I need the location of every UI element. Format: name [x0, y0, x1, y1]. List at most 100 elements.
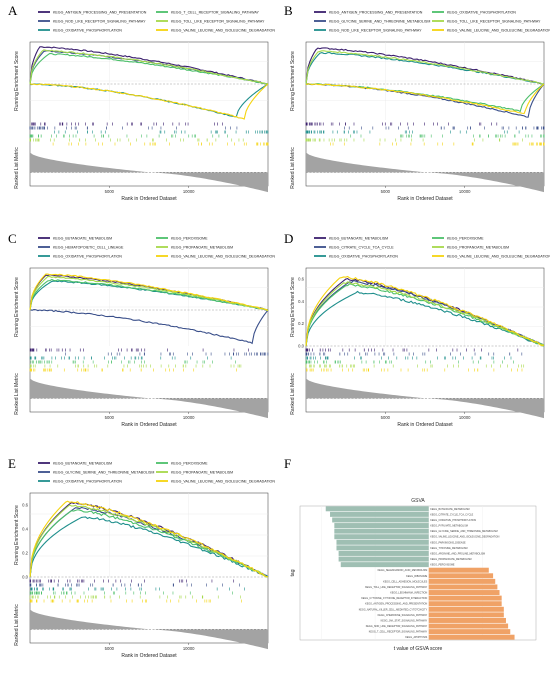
- gsva-bar-label: KEGG_NATURAL_KILLER_CELL_MEDIATED_CYTOTO…: [359, 608, 428, 611]
- panel-label: A: [8, 3, 18, 18]
- x-axis-label: Rank in Ordered Dataset: [121, 196, 177, 202]
- gsva-bar: [428, 573, 494, 579]
- y-axis-label: Running Enrichment Score: [290, 51, 296, 111]
- y-tick-label: 0.4: [298, 299, 304, 304]
- gsva-bar-label: KEGG_LEISHMANIA_INFECTION: [390, 592, 427, 595]
- y2-axis-label: Ranked List Metric: [14, 604, 20, 646]
- gsva-bar: [428, 612, 504, 618]
- gsva-bar: [428, 623, 509, 629]
- gsva-bar-label: KEGG_TYROSINE_METABOLISM: [430, 547, 467, 550]
- gsva-bar: [428, 606, 504, 612]
- x-axis-label: Rank in Ordered Dataset: [121, 422, 177, 428]
- legend-entry: KEGG_OXIDATIVE_PHOSPHORYLATION: [53, 254, 122, 258]
- gsva-bar: [325, 506, 429, 512]
- x-tick-label: 5000: [105, 189, 115, 194]
- gsva-bar: [428, 617, 506, 623]
- legend-entry: KEGG_VALINE_LEUCINE_AND_ISOLEUCINE_DEGRA…: [171, 254, 275, 258]
- legend-entry: KEGG_BUTANOATE_METABOLISM: [329, 236, 388, 240]
- plot-frame: [305, 41, 545, 187]
- x-axis-label: Rank in Ordered Dataset: [397, 196, 453, 202]
- gsva-bar: [332, 517, 429, 523]
- panel-label: B: [284, 3, 293, 18]
- es-curve: [305, 290, 545, 347]
- y-axis-label: Running Enrichment Score: [14, 51, 20, 111]
- gsva-bar: [334, 528, 429, 534]
- panel-label: E: [8, 456, 16, 471]
- gsva-bar-label: KEGG_JAK_STAT_SIGNALING_PATHWAY: [381, 619, 428, 622]
- y-tick-label: 0.6: [22, 502, 28, 507]
- gsva-bar-label: KEGG_CYTOKINE_CYTOKINE_RECEPTOR_INTERACT…: [361, 597, 427, 600]
- x-tick-label: 10000: [183, 189, 195, 194]
- gsva-panel: F GSVA KEGG_BUTANOATE_METABOLISM KEGG_CITRA…: [284, 456, 537, 652]
- es-curve: [29, 52, 269, 86]
- es-curve: [305, 83, 545, 115]
- y2-axis-label: Ranked List Metric: [14, 373, 20, 415]
- gsva-bar: [428, 595, 502, 601]
- x-tick-label: 5000: [381, 189, 391, 194]
- gsva-bar-label: KEGG_CHEMOKINE_SIGNALING_PATHWAY: [378, 614, 428, 617]
- x-tick-label: 5000: [105, 646, 115, 651]
- es-curve: [305, 275, 545, 347]
- panel-label: F: [284, 456, 291, 471]
- gsva-bar-label: KEGG_CITRATE_CYCLE_TCA_CYCLE: [430, 513, 473, 516]
- y-tick-label: 0.6: [298, 277, 304, 282]
- gsva-bar: [428, 578, 496, 584]
- gsva-bar-label: KEGG_ANTIGEN_PROCESSING_AND_PRESENTATION: [365, 603, 427, 606]
- legend-entry: KEGG_HEMATOPOIETIC_CELL_LINEAGE: [53, 245, 124, 249]
- gsva-bar: [334, 534, 429, 540]
- gsva-bar-label: KEGG_CELL_ADHESION_MOLECULES: [383, 580, 428, 583]
- plot-frame: [29, 492, 269, 644]
- y-tick-label: 0.0: [22, 574, 28, 579]
- legend-entry: KEGG_PEROXISOME: [171, 236, 208, 240]
- gsva-bar-label: KEGG_GLYCINE_SERINE_AND_THREONINE_METABO…: [430, 530, 497, 533]
- y-axis-label: tag: [290, 569, 296, 576]
- y-axis-label: Running Enrichment Score: [14, 277, 20, 337]
- gsva-bar-label: KEGG_PYRUVATE_METABOLISM: [430, 525, 468, 528]
- legend-entry: KEGG_PEROXISOME: [171, 461, 208, 465]
- gsva-bar-label: KEGG_OXIDATIVE_PHOSPHORYLATION: [430, 519, 476, 522]
- legend-entry: KEGG_BUTANOATE_METABOLISM: [53, 461, 112, 465]
- x-tick-label: 10000: [183, 646, 195, 651]
- es-curve: [29, 49, 269, 85]
- gsva-bar: [428, 601, 502, 607]
- legend-entry: KEGG_VALINE_LEUCINE_AND_ISOLEUCINE_DEGRA…: [447, 28, 550, 32]
- gsva-bar-label: KEGG_SELENOAMINO_ACID_METABOLISM: [378, 569, 428, 572]
- x-axis-label: t value of GSVA score: [394, 646, 443, 652]
- gsea-panel-b: B KEGG_ANTIGEN_PROCESSING_AND_PRESENTATIO…: [284, 3, 550, 202]
- gsea-panel-e: E KEGG_BUTANOATE_METABOLISM KEGG_GLYCINE_S…: [8, 456, 275, 659]
- gsva-bar-label: KEGG_RIBOSOME: [406, 575, 428, 578]
- panel-label: D: [284, 231, 293, 246]
- gsva-bar: [428, 590, 500, 596]
- legend-entry: KEGG_VALINE_LEUCINE_AND_ISOLEUCINE_DEGRA…: [171, 479, 275, 483]
- gsva-bar-label: KEGG_PROPANOATE_METABOLISM: [430, 558, 471, 561]
- gsva-bar: [334, 523, 429, 529]
- y-axis-label: Running Enrichment Score: [290, 277, 296, 337]
- legend-entry: KEGG_CITRATE_CYCLE_TCA_CYCLE: [329, 245, 394, 249]
- es-curve: [29, 275, 269, 312]
- legend-entry: KEGG_OXIDATIVE_PHOSPHORYLATION: [329, 254, 398, 258]
- legend-entry: KEGG_ANTIGEN_PROCESSING_AND_PRESENTATION: [53, 10, 147, 14]
- es-curve: [29, 504, 269, 578]
- gsva-bar: [338, 550, 429, 556]
- gsva-bar-label: KEGG_PEROXISOME: [430, 564, 455, 567]
- gsva-bar-label: KEGG_BUTANOATE_METABOLISM: [430, 508, 469, 511]
- chart-title: GSVA: [411, 498, 425, 504]
- x-tick-label: 5000: [105, 415, 115, 420]
- es-curve: [29, 83, 269, 120]
- gsva-bar-label: KEGG_PARKINSONS_DISEASE: [430, 541, 466, 544]
- gsva-bar-label: KEGG_ARGININE_AND_PROLINE_METABOLISM: [430, 552, 485, 555]
- gsva-bar: [336, 545, 429, 551]
- panel-label: C: [8, 231, 17, 246]
- es-curve: [305, 51, 545, 85]
- gsva-bar: [340, 562, 429, 568]
- gsva-bar-label: KEGG_APOPTOSIS: [405, 636, 427, 639]
- gsva-bar: [428, 629, 511, 635]
- gsea-panel-d: D KEGG_BUTANOATE_METABOLISM KEGG_CITRATE_C…: [284, 231, 550, 428]
- legend-entry: KEGG_BUTANOATE_METABOLISM: [53, 236, 112, 240]
- legend-entry: KEGG_T_CELL_RECEPTOR_SIGNALING_PATHWAY: [171, 10, 259, 14]
- y-axis-label: Running Enrichment Score: [14, 505, 20, 565]
- legend-entry: KEGG_VALINE_LEUCINE_AND_ISOLEUCINE_DEGRA…: [171, 28, 275, 32]
- legend-entry: KEGG_ANTIGEN_PROCESSING_AND_PRESENTATION: [329, 10, 423, 14]
- y2-axis-label: Ranked List Metric: [14, 147, 20, 189]
